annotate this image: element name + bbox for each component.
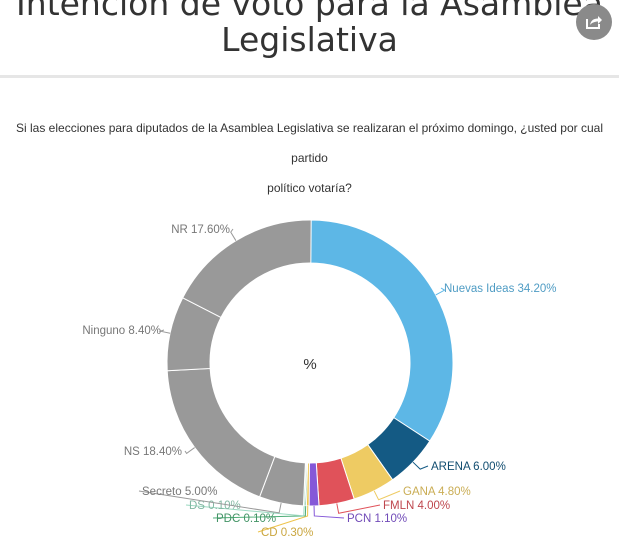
slice-label-pcn: PCN 1.10% — [347, 513, 407, 525]
donut-center-label: % — [303, 356, 316, 373]
slice-label-ds: DS 0.10% — [189, 500, 241, 512]
slice-label-arena: ARENA 6.00% — [431, 461, 506, 473]
chart-title: Intención de voto para la Asamblea Legis… — [0, 0, 619, 58]
connector-line-nr — [230, 228, 237, 241]
donut-slice-nuevas-ideas[interactable] — [309, 219, 454, 442]
title-divider — [0, 75, 619, 78]
slice-label-ns: NS 18.40% — [124, 446, 182, 458]
connector-line-arena — [412, 461, 429, 470]
connector-line-nuevas-ideas — [435, 287, 446, 296]
connector-line-ds — [185, 504, 305, 517]
connector-line-pdc — [212, 505, 307, 519]
connector-line-cd — [257, 505, 309, 533]
slice-label-nr: NR 17.60% — [171, 224, 230, 236]
slice-label-fmln: FMLN 4.00% — [383, 500, 450, 512]
slice-label-cd: CD 0.30% — [261, 527, 313, 539]
donut-slice-nr[interactable] — [182, 219, 312, 319]
slice-label-gana: GANA 4.80% — [403, 486, 471, 498]
chart-subtitle-line-2: político votaría? — [267, 181, 352, 195]
connector-line-fmln — [336, 503, 381, 514]
chart-title-line-1: Intención de voto para la Asamblea — [16, 0, 603, 23]
donut-slice-ns[interactable] — [166, 367, 276, 498]
slice-label-nuevas-ideas: Nuevas Ideas 34.20% — [444, 283, 557, 295]
connector-line-gana — [373, 490, 401, 501]
chart-subtitle-line-1: Si las elecciones para diputados de la A… — [16, 121, 603, 165]
connector-line-pcn — [313, 505, 345, 519]
connector-line-ninguno — [158, 329, 171, 334]
share-button[interactable] — [576, 4, 612, 40]
chart-title-line-2: Legislativa — [221, 20, 398, 59]
slice-label-secreto: Secreto 5.00% — [142, 486, 217, 498]
connector-line-ns — [184, 447, 195, 455]
chart-subtitle: Si las elecciones para diputados de la A… — [8, 113, 611, 203]
connector-line-secreto — [138, 490, 282, 514]
share-icon — [586, 16, 602, 29]
slice-label-ninguno: Ninguno 8.40% — [82, 325, 161, 337]
slice-label-pdc: PDC 0.10% — [216, 513, 276, 525]
